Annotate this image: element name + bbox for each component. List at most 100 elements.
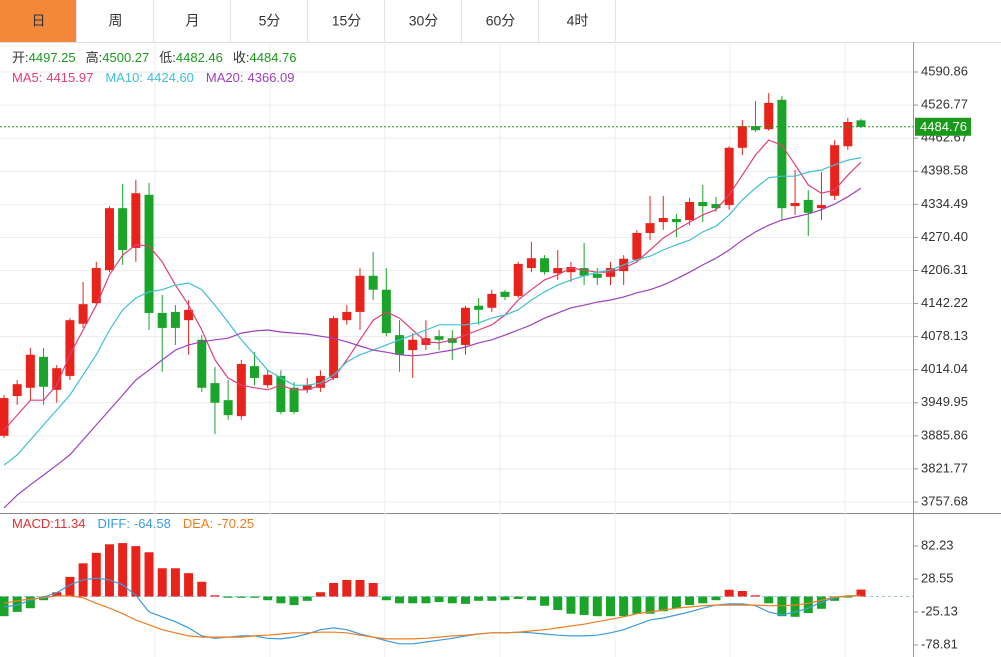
tab-label[interactable]: 4时: [567, 13, 589, 29]
ma-line: [3, 139, 862, 431]
header-value: 4482.46: [176, 50, 223, 65]
candle-body: [658, 217, 668, 223]
candle-body: [790, 203, 800, 207]
legend-row: 开:4497.25 高:4500.27 低:4482.46 收:4484.76: [12, 50, 297, 65]
tab-label[interactable]: 周: [109, 13, 123, 29]
candle-body: [157, 312, 167, 328]
tab[interactable]: [0, 0, 77, 42]
macd-bar: [566, 596, 576, 614]
tab-label[interactable]: 5分: [259, 13, 281, 29]
tab[interactable]: [308, 0, 385, 42]
y-tick-label: 3757.68: [921, 493, 968, 508]
macd-bar: [184, 573, 194, 597]
candle-body: [91, 268, 101, 304]
ma-legend-name: MA20:: [206, 70, 244, 85]
candle-body: [0, 398, 9, 436]
macd-bar: [250, 596, 260, 598]
candle-body: [526, 258, 536, 269]
tab[interactable]: [77, 0, 154, 42]
y-tick-label: 4014.04: [921, 361, 968, 376]
legend-row: MA5: 4415.97 MA10: 4424.60 MA20: 4366.09: [12, 70, 295, 85]
macd-bar: [0, 596, 9, 617]
candle-body: [816, 205, 826, 209]
macd-bar: [487, 596, 497, 601]
header-label: 高:: [86, 50, 103, 65]
macd-bar: [131, 546, 141, 597]
macd-bar: [263, 596, 273, 601]
y-tick-label: 4206.31: [921, 262, 968, 277]
candle-body: [460, 307, 470, 345]
y-tick-label: 4334.49: [921, 196, 968, 211]
macd-bar: [553, 596, 563, 611]
macd-bar: [751, 595, 761, 597]
candle-body: [751, 126, 761, 131]
y-tick-label: 4078.13: [921, 328, 968, 343]
candle-body: [12, 384, 22, 397]
tab[interactable]: [154, 0, 231, 42]
header-label: 收:: [233, 50, 250, 65]
macd-bar: [65, 576, 75, 597]
macd-legend-name: DIFF:: [97, 516, 130, 531]
candle-body: [777, 99, 787, 209]
tab-label[interactable]: 日: [32, 13, 46, 29]
macd-bar: [619, 596, 629, 617]
candle-body: [856, 120, 866, 127]
macd-bar: [685, 596, 695, 606]
y-tick-label: 3949.95: [921, 394, 968, 409]
tab-label[interactable]: 15分: [332, 13, 362, 29]
macd-bar: [355, 579, 365, 597]
ma-legend-name: MA10:: [105, 70, 143, 85]
candle-body: [184, 309, 194, 321]
macd-legend-value: 11.34: [54, 516, 86, 531]
y-tick-label: 4590.86: [921, 63, 968, 78]
candle-body: [685, 201, 695, 221]
candle-body: [236, 364, 246, 417]
candle-body: [434, 336, 444, 340]
y-tick-label: 3821.77: [921, 460, 968, 475]
tab[interactable]: [385, 0, 462, 42]
tab-label[interactable]: 60分: [486, 13, 516, 29]
macd-bar: [25, 596, 35, 609]
macd-bar: [289, 596, 299, 606]
candle-body: [118, 208, 128, 250]
macd-bar: [118, 543, 128, 597]
ma-legend-name: MA5:: [12, 70, 42, 85]
tab-label[interactable]: 月: [186, 13, 200, 29]
candle-body: [263, 374, 273, 386]
macd-bar: [368, 583, 378, 597]
macd-bar: [843, 596, 853, 598]
candle-body: [579, 268, 589, 276]
macd-bar: [342, 579, 352, 597]
candle-body: [342, 311, 352, 321]
macd-bar: [711, 596, 721, 601]
ma-legend-value: 4415.97: [46, 70, 93, 85]
tab[interactable]: [231, 0, 308, 42]
y-tick-label: -25.13: [921, 603, 958, 618]
macd-bar: [777, 596, 787, 617]
candle-body: [276, 375, 286, 413]
candle-body: [803, 199, 813, 213]
candle-body: [39, 356, 49, 387]
legend-row: MACD:11.34 DIFF: -64.58 DEA: -70.25: [12, 516, 254, 531]
macd-bar: [302, 596, 312, 601]
macd-bar: [790, 596, 800, 617]
macd-bar: [605, 596, 615, 617]
candle-body: [65, 320, 75, 376]
macd-bar: [540, 596, 550, 606]
macd-bar: [421, 596, 431, 604]
candle-body: [170, 311, 180, 328]
macd-bar: [329, 583, 339, 597]
tab-label[interactable]: 30分: [409, 13, 439, 29]
y-tick-label: -78.81: [921, 636, 958, 651]
candle-body: [355, 275, 365, 312]
tab[interactable]: [539, 0, 616, 42]
candle-body: [737, 126, 747, 148]
candle-body: [315, 375, 325, 388]
candle-body: [698, 201, 708, 207]
candle-body: [223, 400, 233, 416]
header-label: 低:: [159, 50, 176, 65]
y-tick-label: 4398.58: [921, 163, 968, 178]
candle-body: [197, 339, 207, 388]
tab[interactable]: [462, 0, 539, 42]
candle-body: [25, 354, 35, 388]
